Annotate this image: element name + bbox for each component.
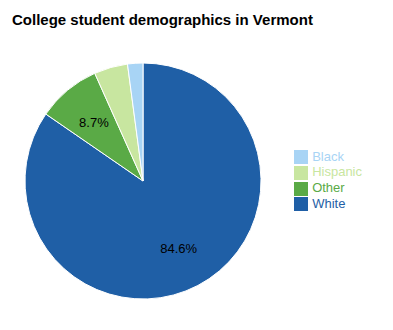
html-text:White: White [312,195,346,211]
html-text:College student demographics i: College student demographics in Vermont [12,11,313,28]
html-text:Other: Other [312,180,345,195]
svg-text:84.6%: 84.6% [160,241,197,256]
svg-text:8.7%: 8.7% [79,115,109,130]
html-text:Black: Black [312,148,344,164]
html-text:Hispanic: Hispanic [312,164,362,180]
